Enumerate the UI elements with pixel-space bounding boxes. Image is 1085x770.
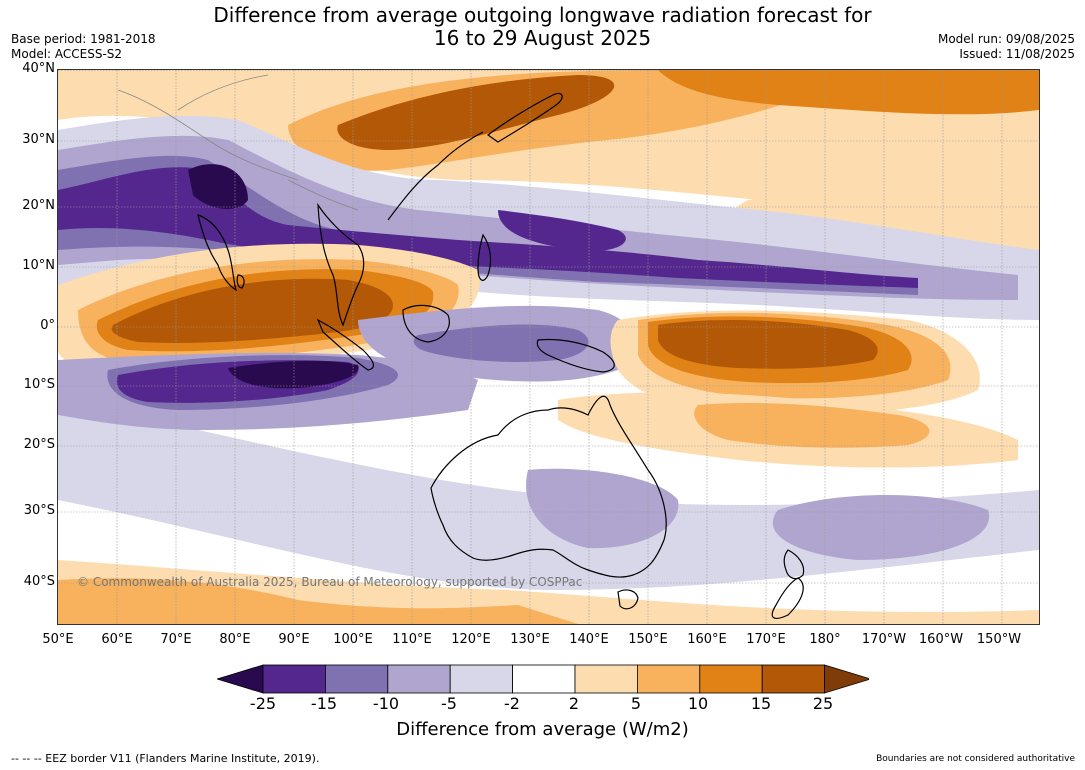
title-line-1: Difference from average outgoing longwav… [213, 3, 872, 27]
lon-label: 180° [809, 632, 841, 647]
borneo-coast [402, 304, 450, 343]
lon-label: 60°E [101, 632, 133, 647]
colorbar-cell [574, 664, 638, 694]
lon-label: 150°E [628, 632, 668, 647]
lon-label: 160°E [687, 632, 727, 647]
lat-label: 30°N [22, 132, 55, 147]
lon-label: 170°W [861, 632, 907, 647]
model-run: Model run: 09/08/2025 [937, 32, 1075, 46]
colorbar-cell [262, 664, 326, 694]
colorbar-extend-low [217, 664, 264, 694]
colorbar-tick: 10 [687, 694, 709, 713]
lon-label: 90°E [278, 632, 310, 647]
colorbar-cell [699, 664, 763, 694]
lat-label: 10°N [22, 258, 55, 273]
australia-negative [526, 468, 679, 549]
lon-label: 170°E [746, 632, 786, 647]
map-panel [57, 69, 1040, 625]
coral-sea-positive-core [694, 403, 930, 448]
lon-label: 110°E [392, 632, 432, 647]
lon-label: 160°W [918, 632, 964, 647]
boundaries-note: Boundaries are not considered authoritat… [876, 754, 1075, 764]
colorbar-cell [636, 664, 701, 694]
eez-note: -- -- -- EEZ border V11 (Flanders Marine… [11, 752, 320, 765]
lat-label: 0° [40, 318, 55, 333]
lon-label: 70°E [160, 632, 192, 647]
lon-label: 50°E [42, 632, 74, 647]
colorbar-cell [449, 664, 513, 694]
colorbar-title: Difference from average (W/m2) [396, 719, 689, 740]
lon-label: 130°E [510, 632, 550, 647]
pacific-positive-core [658, 319, 878, 369]
lon-label: 120°E [451, 632, 491, 647]
meta-right: Model run: 09/08/2025 Issued: 11/08/2025 [938, 32, 1075, 62]
lon-label: 80°E [219, 632, 251, 647]
coastlines [197, 92, 805, 619]
colorbar-tick: 5 [630, 694, 642, 713]
meta-left: Base period: 1981-2018 Model: ACCESS-S2 [11, 32, 156, 62]
lat-label: 10°S [23, 377, 55, 392]
philippines-coast [477, 233, 492, 281]
title-line-2: 16 to 29 August 2025 [433, 26, 652, 50]
indochina-coast [317, 202, 365, 327]
colorbar-tick: -25 [249, 694, 277, 713]
colorbar-tick: 25 [812, 694, 834, 713]
lat-label: 20°N [22, 198, 55, 213]
new-guinea-coast [536, 338, 615, 373]
japan-coast [486, 92, 563, 143]
east-asia-positive-core [337, 75, 615, 150]
gridlines [58, 70, 1039, 624]
north-pacific-orange [658, 70, 1039, 115]
colorbar-cells [217, 664, 869, 694]
lat-label: 40°S [23, 574, 55, 589]
colorbar-tick: -5 [441, 694, 457, 713]
new-zealand-south [771, 577, 804, 619]
model-name: Model: ACCESS-S2 [11, 47, 123, 61]
colorbar-extend-high [824, 664, 869, 694]
colorbar-tick: -10 [372, 694, 400, 713]
lon-label: 150°W [976, 632, 1022, 647]
colorbar [217, 664, 869, 694]
map-title: Difference from average outgoing longwav… [0, 4, 1085, 50]
lat-label: 40°N [22, 61, 55, 76]
colorbar-tick: -2 [504, 694, 520, 713]
colorbar-cell [512, 664, 576, 694]
borders [117, 74, 359, 211]
tasmania-coast [617, 589, 639, 610]
south-indian-negative-core [228, 360, 359, 389]
bay-of-bengal-core [188, 164, 248, 210]
anomaly-map [58, 70, 1039, 624]
colorbar-tick: 15 [750, 694, 772, 713]
lon-label: 140°E [569, 632, 609, 647]
sumatra-coast [316, 318, 375, 371]
colorbar-tick: -15 [310, 694, 338, 713]
lon-label: 100°E [333, 632, 373, 647]
new-zealand-north [783, 549, 805, 580]
copyright-notice: © Commonwealth of Australia 2025, Bureau… [77, 575, 583, 589]
india-coast [197, 214, 238, 292]
colorbar-cell [325, 664, 389, 694]
colorbar-cell [761, 664, 826, 694]
tasman-negative [772, 495, 990, 560]
lat-label: 30°S [23, 503, 55, 518]
issued-date: Issued: 11/08/2025 [959, 47, 1075, 61]
north-tropical-negative-core [58, 167, 918, 288]
sri-lanka-coast [236, 274, 245, 289]
lat-label: 20°S [23, 437, 55, 452]
southern-positive-core [58, 578, 578, 624]
base-period: Base period: 1981-2018 [11, 32, 156, 46]
china-coast [387, 131, 484, 221]
australia-coast [430, 395, 667, 578]
colorbar-cell [387, 664, 451, 694]
colorbar-tick: 2 [568, 694, 580, 713]
